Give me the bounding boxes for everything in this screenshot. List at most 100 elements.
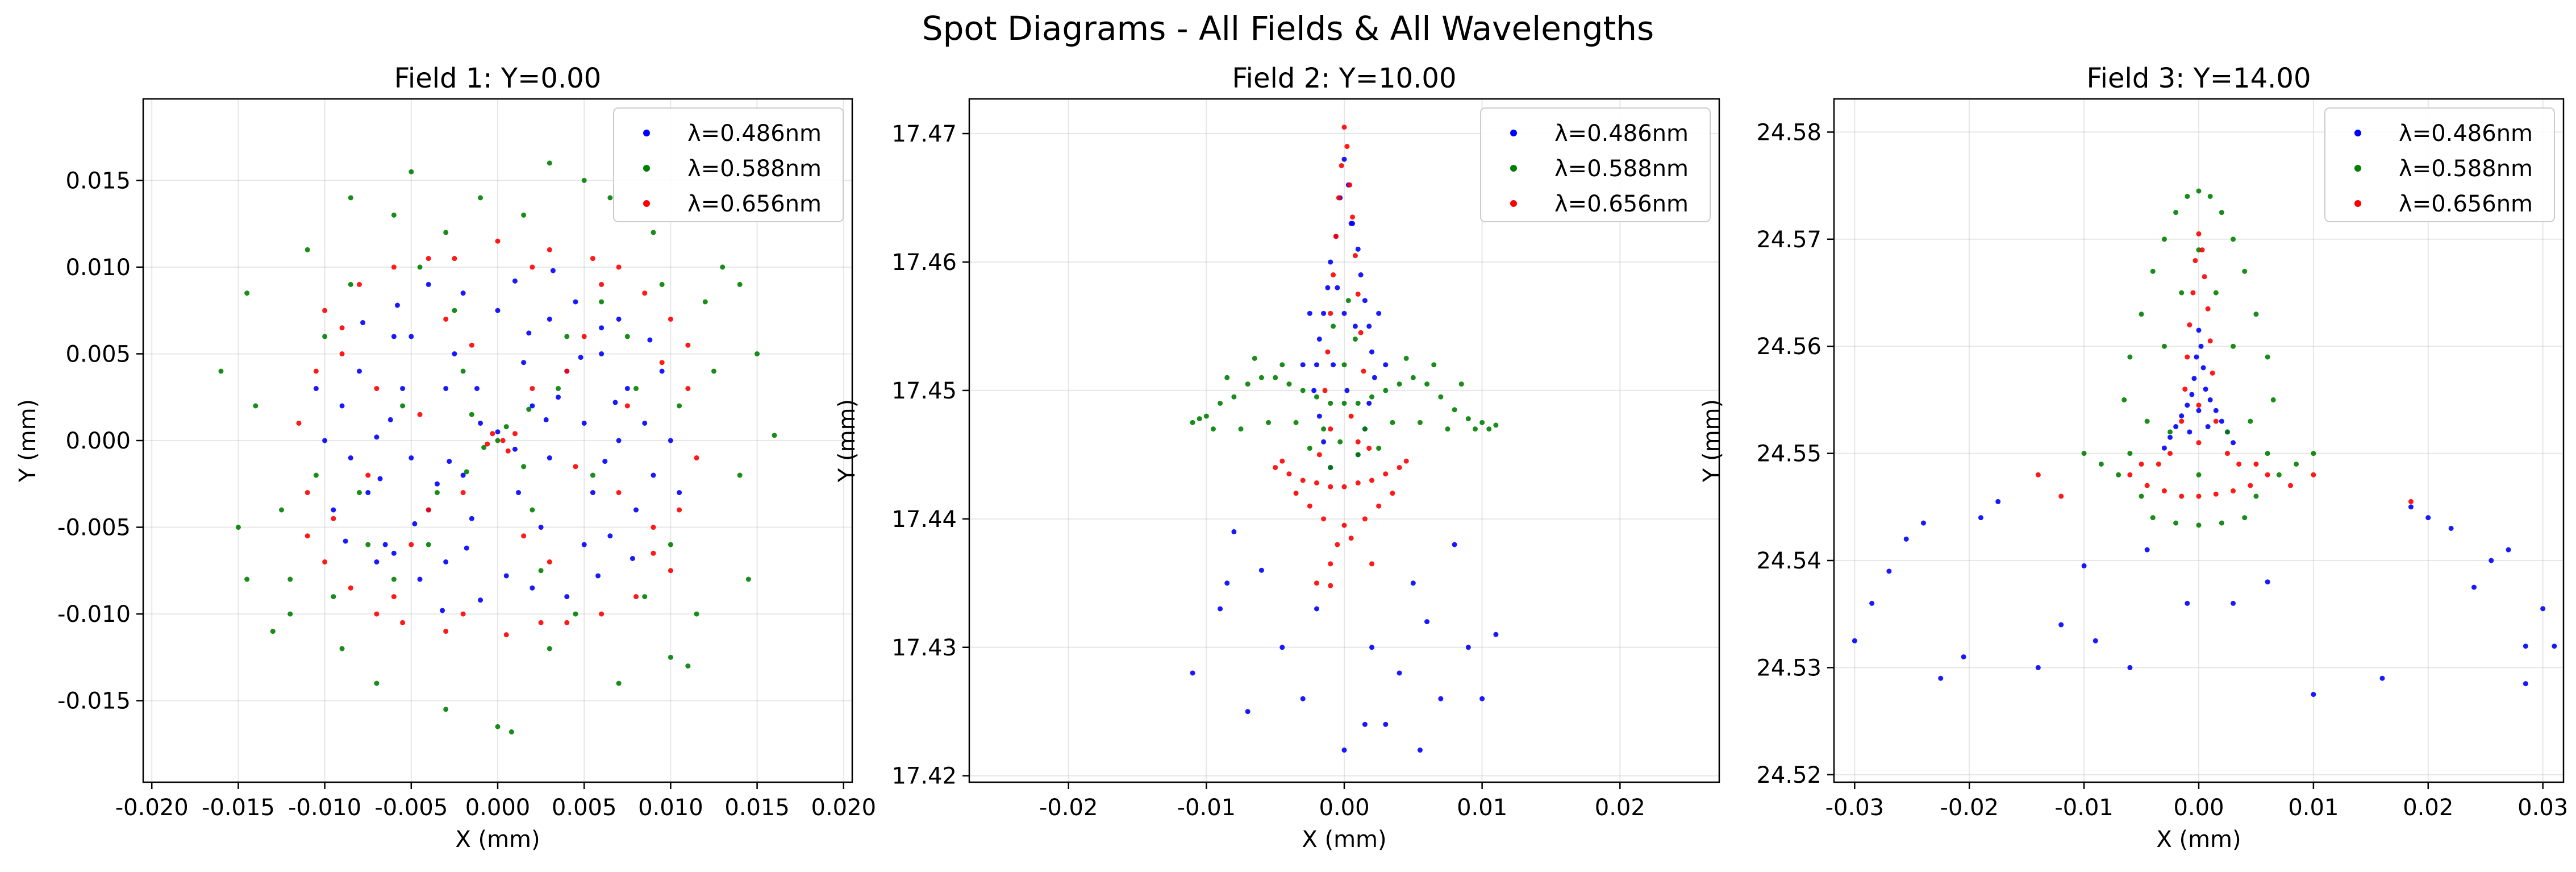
legend-label: λ=0.656nm [1554, 191, 1689, 217]
spot-point [1348, 413, 1354, 419]
x-tick-label: 0.01 [2288, 795, 2339, 821]
spot-point [2144, 483, 2150, 488]
spot-point [1352, 337, 1358, 342]
spot-point [377, 476, 383, 481]
spot-point [1424, 381, 1430, 387]
spot-point [1341, 522, 1347, 528]
spot-point [2187, 429, 2192, 435]
spot-point [2058, 493, 2064, 499]
legend-label: λ=0.486nm [1554, 121, 1689, 147]
spot-point [2173, 210, 2179, 215]
spot-point [1231, 529, 1237, 534]
spot-point [1479, 420, 1485, 425]
spot-point [1355, 480, 1361, 486]
spot-point [2185, 193, 2190, 199]
spot-point [2196, 231, 2202, 236]
spot-point [374, 434, 380, 440]
spot-point [374, 385, 380, 391]
spot-point [2179, 413, 2185, 419]
spot-point [1307, 503, 1312, 509]
spot-point [547, 559, 552, 565]
spot-point [460, 368, 466, 374]
spot-point [2035, 472, 2041, 477]
spot-point [659, 281, 665, 287]
spot-point [1362, 721, 1368, 727]
spot-point [1390, 420, 1395, 425]
spot-point [2523, 643, 2528, 649]
spot-point [1369, 394, 1375, 400]
x-tick-label: 0.00 [2173, 795, 2224, 821]
spot-point [1403, 355, 1409, 361]
spot-point [1438, 696, 1444, 701]
spot-point [409, 542, 414, 547]
spot-point [1358, 330, 1364, 335]
spot-point [452, 308, 457, 313]
spot-point [2205, 306, 2211, 312]
spot-point [616, 490, 622, 496]
spot-point [2265, 354, 2270, 360]
spot-point [2311, 472, 2316, 477]
spot-point [1390, 491, 1395, 496]
spot-point [495, 724, 501, 729]
spot-point [348, 195, 353, 201]
spot-point [737, 281, 743, 287]
spot-point [590, 256, 595, 261]
spot-point [556, 395, 561, 400]
spot-point [1369, 561, 1375, 567]
spot-point [447, 459, 452, 464]
spot-point [1190, 670, 1195, 676]
spot-point [1336, 195, 1341, 201]
spot-point [2276, 472, 2282, 477]
spot-point [1335, 285, 1340, 290]
spot-point [244, 576, 250, 582]
spot-point [1341, 748, 1347, 753]
spot-point [2144, 547, 2150, 553]
spot-panel-field-1: -0.020 -0.015 -0.010 -0.005 0.000 0.005 0.010 0… [15, 63, 876, 853]
spot-point [490, 431, 495, 437]
spot-point [1258, 375, 1264, 380]
spot-point [417, 576, 423, 582]
legend-box [1480, 107, 1711, 222]
spot-point [2144, 418, 2150, 424]
spot-point [1369, 477, 1375, 483]
spot-point [2253, 312, 2259, 317]
spot-point [2219, 210, 2224, 215]
spot-point [1314, 394, 1319, 400]
spot-point [1458, 381, 1464, 387]
spot-point [2173, 520, 2179, 526]
spot-point [1224, 375, 1230, 380]
spot-point [1410, 580, 1416, 586]
legend: λ=0.486nm λ=0.588nm λ=0.656nm [1480, 107, 1711, 222]
spot-point [2203, 387, 2208, 392]
spot-point [1479, 696, 1485, 701]
spot-point [1316, 337, 1322, 342]
spot-point [1203, 413, 1209, 419]
spot-point [2127, 451, 2133, 456]
spot-point [1452, 407, 1457, 413]
spot-point [469, 516, 474, 521]
spot-point [2231, 488, 2236, 494]
spot-point [426, 281, 431, 287]
spot-point [711, 368, 716, 374]
spot-point [2194, 354, 2199, 360]
spot-point [659, 360, 665, 366]
spot-point [2231, 236, 2236, 242]
spot-point [1300, 696, 1306, 701]
spot-point [630, 555, 635, 561]
spot-point [642, 594, 648, 600]
spot-point [720, 264, 726, 270]
spot-point [2200, 365, 2206, 371]
spot-point [426, 542, 431, 547]
spot-point [2213, 491, 2219, 497]
spot-point [2196, 408, 2202, 413]
y-axis-label: Y (mm) [834, 399, 860, 483]
spot-point [1286, 471, 1292, 477]
spot-point [409, 455, 414, 461]
legend-label: λ=0.486nm [687, 121, 822, 147]
spot-point [1231, 394, 1237, 400]
spot-point [1341, 124, 1347, 130]
spot-panel-field-2: -0.02 -0.01 0.00 0.01 0.02 17.42 17.43 17.44 17.… [834, 63, 1720, 853]
spot-point [590, 490, 595, 496]
series-2 [2081, 188, 2316, 528]
y-tick-label: 24.56 [1756, 334, 1821, 360]
